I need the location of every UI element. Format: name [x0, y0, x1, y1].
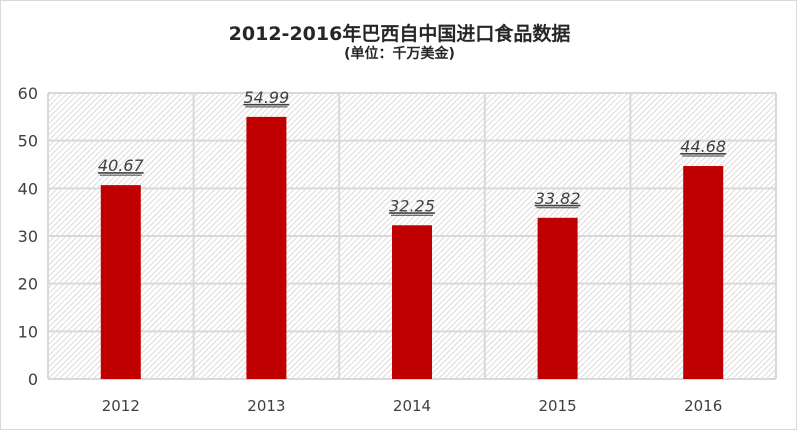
y-tick-label: 30 [18, 227, 38, 246]
bar [537, 217, 578, 379]
bar [683, 166, 724, 379]
y-tick-label: 40 [18, 179, 38, 198]
data-label: 44.68 [680, 137, 726, 156]
chart-subtitle: (单位：千万美金) [344, 46, 455, 62]
x-tick-label: 2012 [102, 397, 140, 415]
bar [392, 225, 432, 379]
y-tick-label: 0 [28, 370, 38, 389]
data-label: 32.25 [389, 196, 435, 215]
y-tick-label: 50 [18, 132, 38, 151]
data-label: 54.99 [243, 88, 289, 107]
x-tick-label: 2014 [393, 397, 431, 415]
bar [246, 116, 287, 380]
x-tick-label: 2013 [247, 397, 285, 415]
x-tick-label: 2016 [684, 397, 722, 415]
chart-title: 2012-2016年巴西自中国进口食品数据 [228, 23, 571, 45]
data-label: 33.82 [535, 189, 581, 208]
y-tick-label: 10 [18, 322, 38, 341]
data-label: 40.67 [98, 156, 145, 175]
y-tick-label: 20 [18, 275, 38, 294]
bar [100, 185, 141, 379]
x-tick-label: 2015 [539, 397, 577, 415]
y-tick-label: 60 [18, 84, 38, 103]
